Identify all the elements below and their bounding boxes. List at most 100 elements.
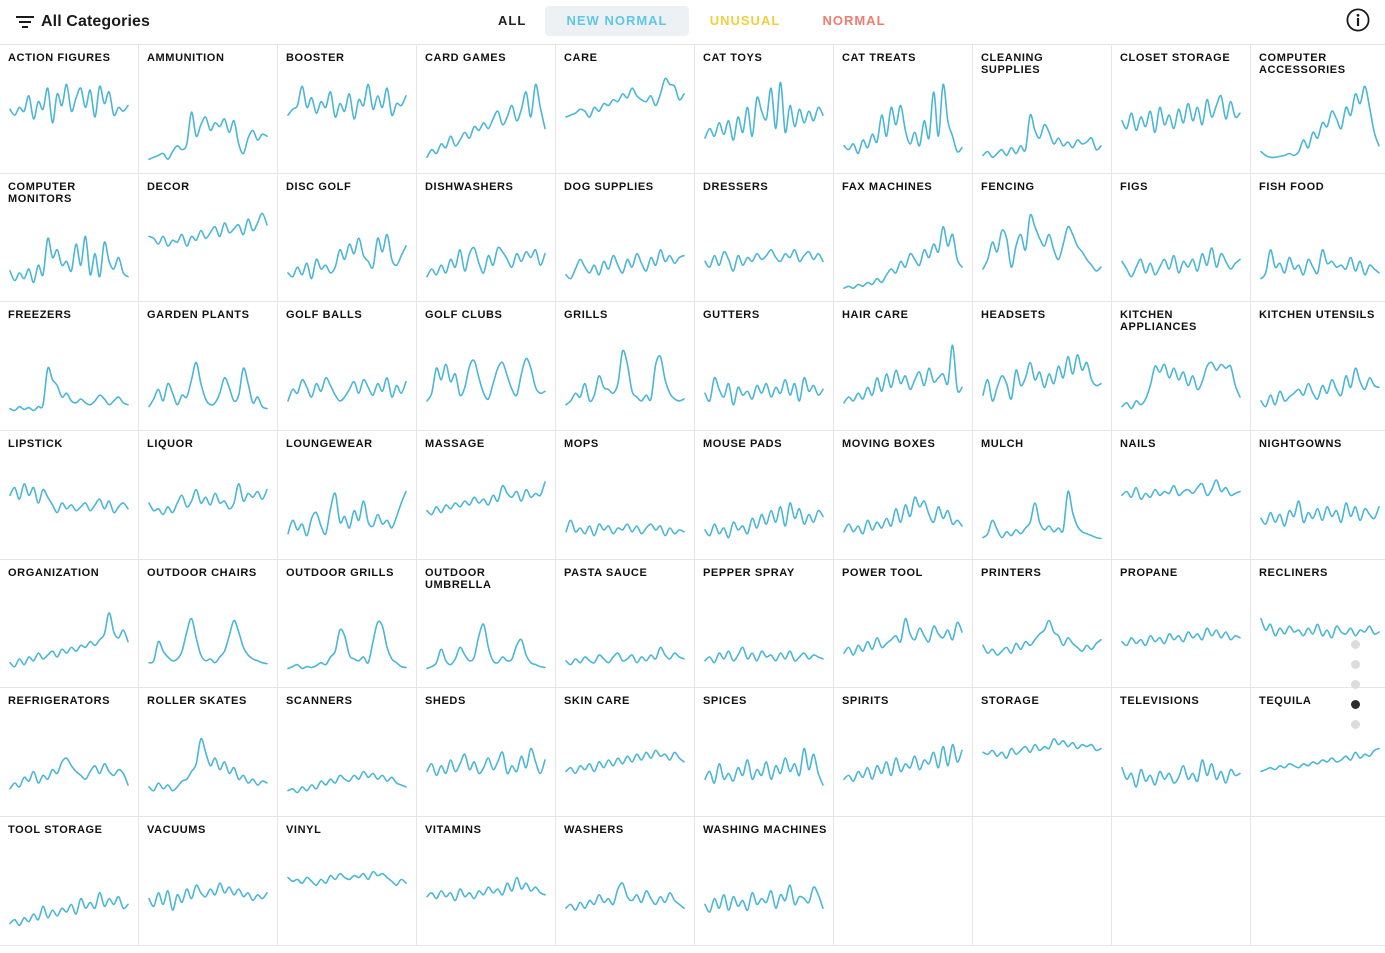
category-tile-washers[interactable]: WASHERS (556, 817, 695, 946)
category-tile-computer-accessories[interactable]: COMPUTER ACCESSORIES (1251, 45, 1385, 174)
category-tile-mouse-pads[interactable]: MOUSE PADS (695, 431, 834, 560)
category-tile-kitchen-utensils[interactable]: KITCHEN UTENSILS (1251, 302, 1385, 432)
category-title: NIGHTGOWNS (1259, 438, 1342, 451)
pagination-dot[interactable] (1351, 700, 1360, 709)
category-tile-moving-boxes[interactable]: MOVING BOXES (834, 431, 973, 560)
tab-normal[interactable]: NORMAL (822, 13, 886, 28)
trend-sparkline (426, 83, 546, 159)
category-tile-tool-storage[interactable]: TOOL STORAGE (0, 817, 139, 946)
category-tile-mulch[interactable]: MULCH (973, 431, 1112, 560)
tab-all[interactable]: ALL (498, 13, 527, 28)
category-title: ACTION FIGURES (8, 52, 111, 64)
category-tile-tequila[interactable]: TEQUILA (1251, 688, 1385, 818)
trend-sparkline (148, 111, 268, 160)
category-tile-dog-supplies[interactable]: DOG SUPPLIES (556, 173, 695, 303)
category-tile-washing-machines[interactable]: WASHING MACHINES (695, 817, 834, 946)
category-tile-outdoor-chairs[interactable]: OUTDOOR CHAIRS (139, 559, 278, 689)
category-tile-power-tool[interactable]: POWER TOOL (834, 559, 973, 689)
category-tile-golf-clubs[interactable]: GOLF CLUBS (417, 302, 556, 432)
category-tile-kitchen-appliances[interactable]: KITCHEN APPLIANCES (1112, 302, 1251, 432)
trend-sparkline (148, 362, 268, 410)
trend-line (982, 738, 1102, 760)
category-tile-grills[interactable]: GRILLS (556, 302, 695, 432)
category-tile-care[interactable]: CARE (556, 45, 695, 174)
category-title: MASSAGE (425, 438, 485, 451)
trend-line (843, 344, 963, 404)
category-tile-decor[interactable]: DECOR (139, 173, 278, 303)
category-tile-headsets[interactable]: HEADSETS (973, 302, 1112, 432)
category-menu-button[interactable]: All Categories (16, 10, 150, 34)
category-tile-spirits[interactable]: SPIRITS (834, 688, 973, 818)
category-tile-golf-balls[interactable]: GOLF BALLS (278, 302, 417, 432)
category-title: OUTDOOR GRILLS (286, 566, 395, 579)
pagination-dot[interactable] (1351, 660, 1360, 669)
category-tile-vinyl[interactable]: VINYL (278, 817, 417, 946)
category-tile-cat-treats[interactable]: CAT TREATS (834, 45, 973, 174)
category-tile-refrigerators[interactable]: REFRIGERATORS (0, 688, 139, 818)
category-title: POWER TOOL (842, 566, 923, 579)
info-icon[interactable] (1346, 8, 1370, 32)
trend-line (565, 882, 685, 912)
pagination-dot[interactable] (1351, 680, 1360, 689)
trend-line (565, 77, 685, 118)
trend-sparkline (148, 617, 268, 665)
trend-sparkline (426, 481, 546, 516)
pagination-dot[interactable] (1351, 720, 1360, 729)
category-tile-liquor[interactable]: LIQUOR (139, 431, 278, 560)
trend-line (1260, 367, 1380, 408)
category-tile-mops[interactable]: MOPS (556, 431, 695, 560)
category-tile-pepper-spray[interactable]: PEPPER SPRAY (695, 559, 834, 689)
tab-new-normal[interactable]: NEW NORMAL (545, 6, 689, 36)
category-tile-massage[interactable]: MASSAGE (417, 431, 556, 560)
pagination-dot[interactable] (1351, 640, 1360, 649)
category-title: LIQUOR (147, 438, 194, 451)
category-tile-figs[interactable]: FIGS (1112, 173, 1251, 303)
category-tile-sheds[interactable]: SHEDS (417, 688, 556, 818)
category-tile-storage[interactable]: STORAGE (973, 688, 1112, 818)
trend-sparkline (1121, 759, 1241, 789)
category-tile-organization[interactable]: ORGANIZATION (0, 559, 139, 689)
category-tile-pasta-sauce[interactable]: PASTA SAUCE (556, 559, 695, 689)
category-tile-fencing[interactable]: FENCING (973, 173, 1112, 303)
category-title: GOLF CLUBS (425, 309, 503, 322)
category-tile-action-figures[interactable]: ACTION FIGURES (0, 45, 139, 174)
category-tile-outdoor-umbrella[interactable]: OUTDOOR UMBRELLA (417, 559, 556, 689)
category-tile-gutters[interactable]: GUTTERS (695, 302, 834, 432)
category-tile-propane[interactable]: PROPANE (1112, 559, 1251, 689)
category-tile-disc-golf[interactable]: DISC GOLF (278, 173, 417, 303)
trend-sparkline (704, 748, 824, 787)
category-tile-hair-care[interactable]: HAIR CARE (834, 302, 973, 432)
category-title: DRESSERS (703, 180, 769, 193)
category-tile-outdoor-grills[interactable]: OUTDOOR GRILLS (278, 559, 417, 689)
category-tile-printers[interactable]: PRINTERS (973, 559, 1112, 689)
category-tile-dishwashers[interactable]: DISHWASHERS (417, 173, 556, 303)
category-tile-card-games[interactable]: CARD GAMES (417, 45, 556, 174)
category-tile-fax-machines[interactable]: FAX MACHINES (834, 173, 973, 303)
category-tile-spices[interactable]: SPICES (695, 688, 834, 818)
category-tile-scanners[interactable]: SCANNERS (278, 688, 417, 818)
category-tile-closet-storage[interactable]: CLOSET STORAGE (1112, 45, 1251, 174)
category-tile-ammunition[interactable]: AMMUNITION (139, 45, 278, 174)
tab-unusual[interactable]: UNUSUAL (709, 13, 781, 28)
category-tile-fish-food[interactable]: FISH FOOD (1251, 174, 1385, 303)
category-tile-booster[interactable]: BOOSTER (278, 45, 417, 174)
category-tile-garden-plants[interactable]: GARDEN PLANTS (139, 302, 278, 432)
trend-sparkline (148, 212, 268, 247)
category-tile-computer-monitors[interactable]: COMPUTER MONITORS (0, 173, 139, 303)
category-tile-nightgowns[interactable]: NIGHTGOWNS (1251, 431, 1385, 560)
category-tile-lipstick[interactable]: LIPSTICK (0, 431, 139, 560)
trend-sparkline (287, 871, 407, 887)
category-tile-nails[interactable]: NAILS (1112, 431, 1251, 560)
category-tile-cat-toys[interactable]: CAT TOYS (695, 45, 834, 174)
category-tile-vacuums[interactable]: VACUUMS (139, 817, 278, 946)
category-tile-skin-care[interactable]: SKIN CARE (556, 688, 695, 818)
category-tile-cleaning-supplies[interactable]: CLEANING SUPPLIES (973, 45, 1112, 174)
category-tile-vitamins[interactable]: VITAMINS (417, 817, 556, 946)
category-tile-roller-skates[interactable]: ROLLER SKATES (139, 688, 278, 818)
category-tile-recliners[interactable]: RECLINERS (1251, 560, 1385, 689)
category-tile-televisions[interactable]: TELEVISIONS (1112, 688, 1251, 818)
trend-sparkline (287, 771, 407, 794)
category-tile-dressers[interactable]: DRESSERS (695, 173, 834, 303)
category-tile-loungewear[interactable]: LOUNGEWEAR (278, 431, 417, 560)
category-tile-freezers[interactable]: FREEZERS (0, 302, 139, 432)
